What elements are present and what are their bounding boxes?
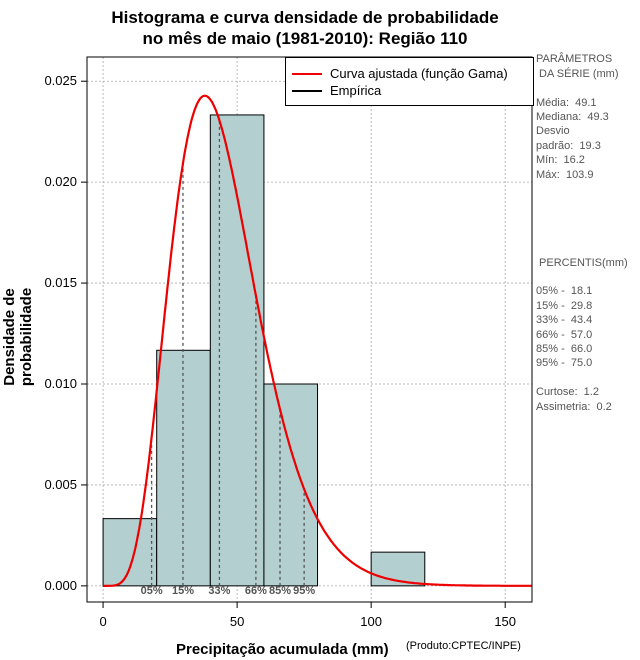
- percentil-66: 66% - 57.0: [536, 329, 593, 341]
- legend-swatch-empirical: [292, 89, 322, 92]
- x-axis-label: Precipitação acumulada (mm): [176, 641, 389, 658]
- percentile-label: 05%: [141, 585, 163, 597]
- gamma-curve: [103, 94, 532, 587]
- histogram-bar: [102, 518, 158, 587]
- stat-curtose: Curtose: 1.2: [536, 386, 599, 398]
- x-tick-label: 150: [494, 614, 516, 629]
- histogram-bar: [263, 383, 319, 587]
- percentile-labels: 05% 15% 33% 66% 85% 95%: [141, 585, 316, 597]
- param-min: Mín: 16.2: [536, 154, 585, 166]
- params-header1: PARÂMETROS: [536, 53, 613, 65]
- y-tick-label: 0.010: [44, 376, 77, 391]
- x-tick-label: 100: [360, 614, 382, 629]
- y-axis: 0.000 0.005 0.010 0.015 0.020 0.025: [44, 73, 87, 593]
- chart-title-line2: no mês de maio (1981-2010): Região 110: [142, 29, 468, 48]
- legend-label-empirical: Empírica: [330, 83, 382, 98]
- product-credit: (Produto:CPTEC/INPE): [406, 640, 521, 652]
- param-max: Máx: 103.9: [536, 169, 594, 181]
- legend-swatch-curve: [292, 72, 322, 75]
- percentil-95: 95% - 75.0: [536, 357, 593, 369]
- y-tick-label: 0.005: [44, 477, 77, 492]
- percentile-lines: [150, 120, 305, 586]
- percentis-header: PERCENTIS(mm): [536, 257, 628, 269]
- x-tick-label: 50: [230, 614, 244, 629]
- chart-title-line1: Histograma e curva densidade de probabil…: [111, 8, 499, 27]
- param-media: Média: 49.1: [536, 97, 597, 109]
- percentile-label: 66%: [245, 585, 267, 597]
- percentil-85: 85% - 66.0: [536, 343, 593, 355]
- y-tick-label: 0.020: [44, 174, 77, 189]
- legend-item-empirical: Empírica: [292, 83, 381, 98]
- percentile-label: 95%: [293, 585, 315, 597]
- param-desvio-label: Desvio: [536, 125, 570, 137]
- legend: Curva ajustada (função Gama) Empírica: [285, 57, 534, 106]
- x-tick-label: 0: [99, 614, 106, 629]
- stat-assimetria: Assimetria: 0.2: [536, 401, 612, 413]
- percentil-33: 33% - 43.4: [536, 314, 593, 326]
- histogram-bars: [102, 114, 426, 587]
- legend-label-curve: Curva ajustada (função Gama): [330, 66, 508, 81]
- percentil-05: 05% - 18.1: [536, 285, 593, 297]
- y-axis-label: Densidade de probabilidade: [1, 287, 35, 387]
- y-tick-label: 0.025: [44, 73, 77, 88]
- percentil-15: 15% - 29.8: [536, 300, 593, 312]
- legend-item-curve: Curva ajustada (função Gama): [292, 66, 508, 81]
- y-tick-label: 0.015: [44, 275, 77, 290]
- param-desvio-value: padrão: 19.3: [536, 140, 601, 152]
- percentile-label: 33%: [208, 585, 230, 597]
- percentile-label: 85%: [269, 585, 291, 597]
- params-header2: DA SÉRIE (mm): [536, 68, 619, 80]
- param-mediana: Mediana: 49.3: [536, 111, 609, 123]
- y-tick-label: 0.000: [44, 578, 77, 593]
- percentile-label: 15%: [172, 585, 194, 597]
- x-axis: 0 50 100 150: [99, 602, 516, 629]
